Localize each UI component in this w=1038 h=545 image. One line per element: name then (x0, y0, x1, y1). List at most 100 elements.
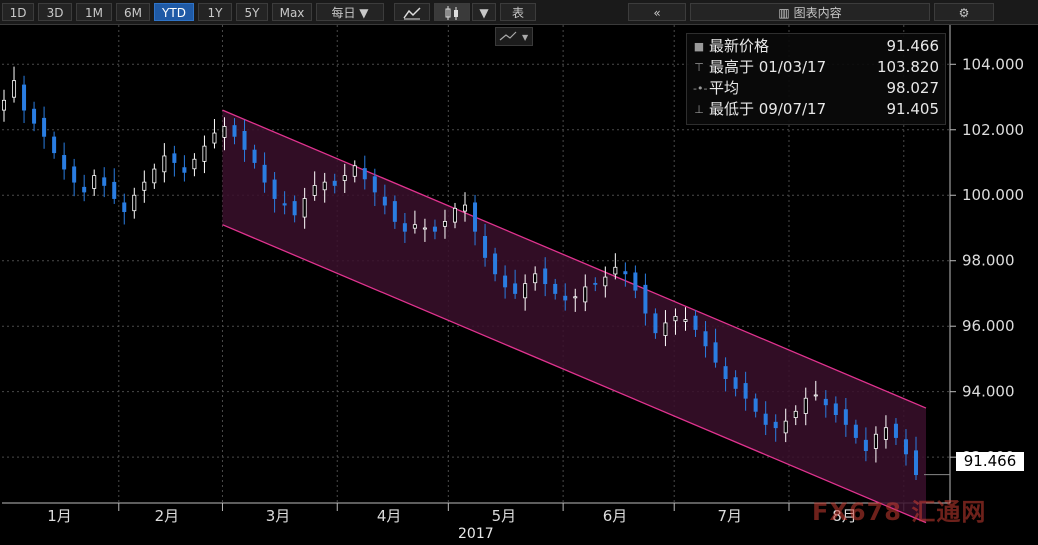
x-tick-label: 7月 (717, 507, 742, 525)
candle-body (783, 420, 788, 434)
average-marker: -•- (693, 82, 708, 95)
candle-body (573, 296, 578, 299)
candle-body (623, 271, 628, 275)
candle-body (252, 149, 257, 163)
candle-body (162, 155, 167, 173)
high-marker: ⊤ (694, 61, 704, 74)
candle-body (72, 166, 77, 183)
candle-body (673, 315, 678, 322)
candle-body (773, 421, 778, 429)
low-marker: ⊥ (694, 103, 704, 116)
candle-body (873, 433, 878, 449)
period-3d-button[interactable]: 3D (38, 3, 72, 21)
candle-body (883, 427, 888, 440)
candle-body (382, 196, 387, 206)
period-6m-button[interactable]: 6M (116, 3, 150, 21)
chart-style-mini-button[interactable]: ▼ (495, 27, 533, 46)
candle-body (493, 253, 498, 275)
candle-body (643, 284, 648, 314)
legend-panel: ■ 最新价格 91.466 ⊤ 最高于 01/03/17 103.820 -•-… (686, 33, 946, 125)
candle-body (152, 168, 157, 184)
frequency-dropdown[interactable]: 每日 ▼ (316, 3, 384, 21)
candle-body (813, 394, 818, 397)
candle-body (503, 275, 508, 288)
candle-body (372, 176, 377, 193)
settings-button[interactable]: ⚙ (934, 3, 994, 21)
candle-body (192, 158, 197, 170)
candle-body (713, 342, 718, 363)
candle-body (593, 282, 598, 285)
legend-value: 103.820 (876, 58, 939, 76)
candle-body (653, 313, 658, 334)
period-max-button[interactable]: Max (272, 3, 312, 21)
chart-type-dropdown[interactable]: ▼ (472, 3, 496, 21)
candle-body (863, 439, 868, 452)
candle-body (132, 194, 137, 212)
period-1d-button[interactable]: 1D (2, 3, 34, 21)
candle-body (92, 175, 97, 189)
candle-body (663, 322, 668, 336)
candle-body (613, 266, 618, 275)
collapse-panel-button[interactable]: « (628, 3, 686, 21)
candle-body (142, 181, 147, 191)
legend-label: 平均 (709, 79, 740, 97)
candle-body (583, 286, 588, 303)
chart-contents-button[interactable]: ▥ 图表内容 (690, 3, 930, 21)
candle-body (2, 99, 7, 111)
candle-body (432, 226, 437, 232)
candle-body (803, 397, 808, 414)
candle-body (523, 283, 528, 299)
x-tick-label: 3月 (266, 507, 291, 525)
candle-body (292, 201, 297, 216)
candle-body (533, 273, 538, 284)
period-1m-button[interactable]: 1M (76, 3, 112, 21)
candle-body (914, 450, 919, 476)
x-tick-label: 1月 (47, 507, 72, 525)
candle-body (402, 223, 407, 232)
candle-body (723, 366, 728, 379)
period-1y-button[interactable]: 1Y (198, 3, 232, 21)
price-chart: 104.000 102.000 100.000 98.000 96.000 94.000 9… (2, 25, 1024, 525)
candle-body (513, 283, 518, 294)
candle-body (52, 136, 57, 154)
x-tick-label: 2月 (155, 507, 180, 525)
y-tick-label: 100.000 (962, 186, 1024, 204)
candle-body (603, 276, 608, 287)
candle-body (553, 283, 558, 294)
candle-body (903, 439, 908, 455)
candlestick-icon[interactable] (434, 3, 470, 21)
period-ytd-button[interactable]: YTD (154, 3, 194, 21)
trend-channel-lower (222, 224, 927, 524)
candle-body (833, 403, 838, 416)
candle-body (893, 423, 898, 438)
candle-body (342, 175, 347, 181)
candle-body (62, 155, 67, 170)
legend-label: 最高于 01/03/17 (709, 58, 827, 76)
candle-body (212, 132, 217, 144)
y-tick-label: 102.000 (962, 121, 1024, 139)
legend-label: 最新价格 (709, 37, 770, 55)
candle-body (102, 177, 107, 186)
y-tick-label: 98.000 (962, 252, 1015, 270)
candle-body (483, 236, 488, 258)
x-tick-label: 6月 (603, 507, 628, 525)
svg-text:▼: ▼ (522, 33, 529, 42)
chart-contents-label: 图表内容 (793, 6, 842, 20)
candle-body (12, 80, 17, 98)
legend-row-high: ⊤ 最高于 01/03/17 103.820 (693, 58, 939, 77)
candle-body (242, 130, 247, 150)
candle-body (452, 207, 457, 223)
line-chart-icon[interactable] (394, 3, 430, 21)
last-price-label: 91.466 (956, 452, 1024, 471)
candle-body (853, 424, 858, 438)
candle-body (473, 202, 478, 232)
x-tick-label: 8月 (832, 507, 857, 525)
chart-contents-icon: ▥ (778, 6, 794, 20)
y-tick-label: 104.000 (962, 55, 1024, 73)
last-price-marker: ■ (693, 40, 705, 53)
period-5y-button[interactable]: 5Y (236, 3, 268, 21)
table-button[interactable]: 表 (500, 3, 536, 21)
candle-body (182, 167, 187, 173)
candle-body (422, 227, 427, 230)
candle-body (32, 108, 37, 124)
